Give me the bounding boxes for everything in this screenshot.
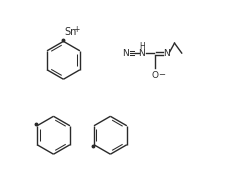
Text: N: N xyxy=(162,49,169,58)
Text: N: N xyxy=(138,49,145,58)
Text: H: H xyxy=(138,42,144,51)
Text: +: + xyxy=(73,25,80,34)
Text: O: O xyxy=(151,71,158,80)
Text: Sn: Sn xyxy=(65,27,77,37)
Text: −: − xyxy=(157,70,164,79)
Text: N: N xyxy=(122,49,128,58)
